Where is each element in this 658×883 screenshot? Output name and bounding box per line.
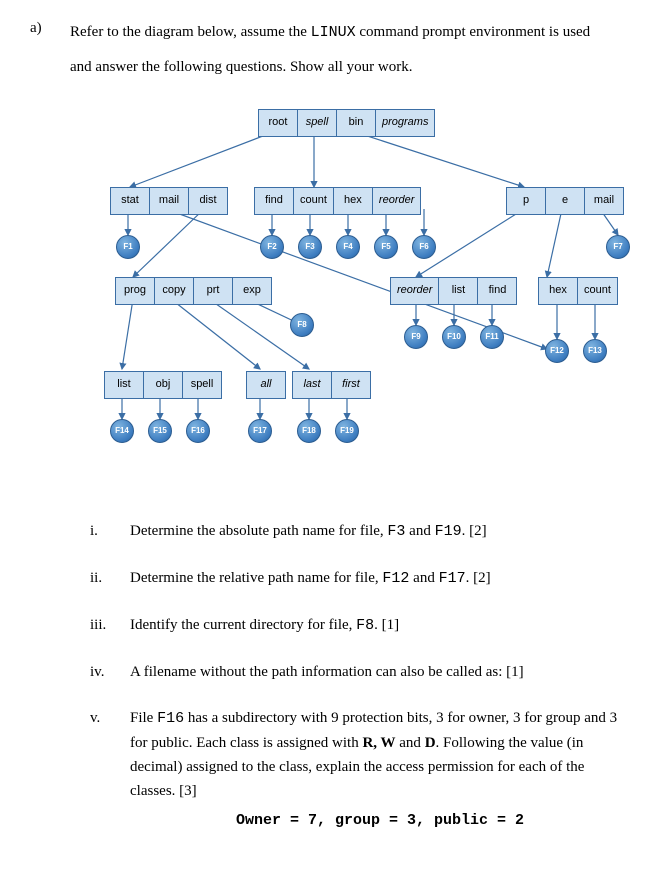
file-f6: F6	[412, 235, 436, 259]
dir-hex: hex	[334, 188, 373, 214]
dir-last: last	[293, 372, 332, 398]
dir-find: find	[255, 188, 294, 214]
lvl2-c: hex count	[538, 277, 618, 305]
dir-hex2: hex	[539, 278, 578, 304]
lvl1-b: find count hex reorder	[254, 187, 421, 215]
dir-mail2: mail	[585, 188, 623, 214]
file-f5: F5	[374, 235, 398, 259]
dir-spell2: spell	[183, 372, 221, 398]
dir-p: p	[507, 188, 546, 214]
file-f19: F19	[335, 419, 359, 443]
dir-obj: obj	[144, 372, 183, 398]
file-f2: F2	[260, 235, 284, 259]
question-body: Refer to the diagram below, assume the L…	[70, 20, 630, 855]
dir-list2: list	[105, 372, 144, 398]
file-f7: F7	[606, 235, 630, 259]
dir-bin: bin	[337, 110, 376, 136]
sub-iv-text: A filename without the path information …	[130, 660, 630, 684]
dir-dist: dist	[189, 188, 227, 214]
dir-first: first	[332, 372, 370, 398]
sub-ii-num: ii.	[90, 566, 130, 591]
file-f15: F15	[148, 419, 172, 443]
dir-root: root	[259, 110, 298, 136]
file-f4: F4	[336, 235, 360, 259]
dir-find2: find	[478, 278, 516, 304]
intro-linux: LINUX	[311, 24, 356, 41]
dir-programs: programs	[376, 110, 434, 136]
file-f12: F12	[545, 339, 569, 363]
lvl2-b: reorder list find	[390, 277, 517, 305]
file-f9: F9	[404, 325, 428, 349]
lvl3-b: all	[246, 371, 286, 399]
dir-list: list	[439, 278, 478, 304]
sub-ii-text: Determine the relative path name for fil…	[130, 566, 630, 591]
dir-mail: mail	[150, 188, 189, 214]
file-f11: F11	[480, 325, 504, 349]
dir-spell: spell	[298, 110, 337, 136]
intro-2: and answer the following questions. Show…	[70, 55, 630, 79]
lvl3-c: last first	[292, 371, 371, 399]
sub-i-text: Determine the absolute path name for fil…	[130, 519, 630, 544]
sub-iv-num: iv.	[90, 660, 130, 684]
dir-exp: exp	[233, 278, 271, 304]
dir-all: all	[247, 372, 285, 398]
dir-count2: count	[578, 278, 617, 304]
question-marker: a)	[30, 20, 70, 855]
file-f10: F10	[442, 325, 466, 349]
lvl1-a: stat mail dist	[110, 187, 228, 215]
dir-stat: stat	[111, 188, 150, 214]
tree-diagram: root spell bin programs stat mail dist f…	[70, 109, 630, 479]
dir-reorder: reorder	[373, 188, 420, 214]
lvl3-a: list obj spell	[104, 371, 222, 399]
dir-reorder2: reorder	[391, 278, 439, 304]
sub-v-text: File F16 has a subdirectory with 9 prote…	[130, 706, 630, 833]
file-f17: F17	[248, 419, 272, 443]
dir-prt: prt	[194, 278, 233, 304]
dir-count: count	[294, 188, 334, 214]
intro-1a: Refer to the diagram below, assume the	[70, 24, 311, 40]
file-f8: F8	[290, 313, 314, 337]
file-f13: F13	[583, 339, 607, 363]
file-f18: F18	[297, 419, 321, 443]
sub-i-num: i.	[90, 519, 130, 544]
permission-line: Owner = 7, group = 3, public = 2	[130, 809, 630, 833]
file-f14: F14	[110, 419, 134, 443]
sub-iii-text: Identify the current directory for file,…	[130, 613, 630, 638]
intro-1c: command prompt environment is used	[356, 24, 591, 40]
root-row: root spell bin programs	[258, 109, 435, 137]
dir-e: e	[546, 188, 585, 214]
file-f3: F3	[298, 235, 322, 259]
file-f1: F1	[116, 235, 140, 259]
sub-questions: i. Determine the absolute path name for …	[90, 519, 630, 833]
sub-v-num: v.	[90, 706, 130, 833]
file-f16: F16	[186, 419, 210, 443]
lvl2-a: prog copy prt exp	[115, 277, 272, 305]
dir-copy: copy	[155, 278, 194, 304]
sub-iii-num: iii.	[90, 613, 130, 638]
lvl1-c: p e mail	[506, 187, 624, 215]
dir-prog: prog	[116, 278, 155, 304]
